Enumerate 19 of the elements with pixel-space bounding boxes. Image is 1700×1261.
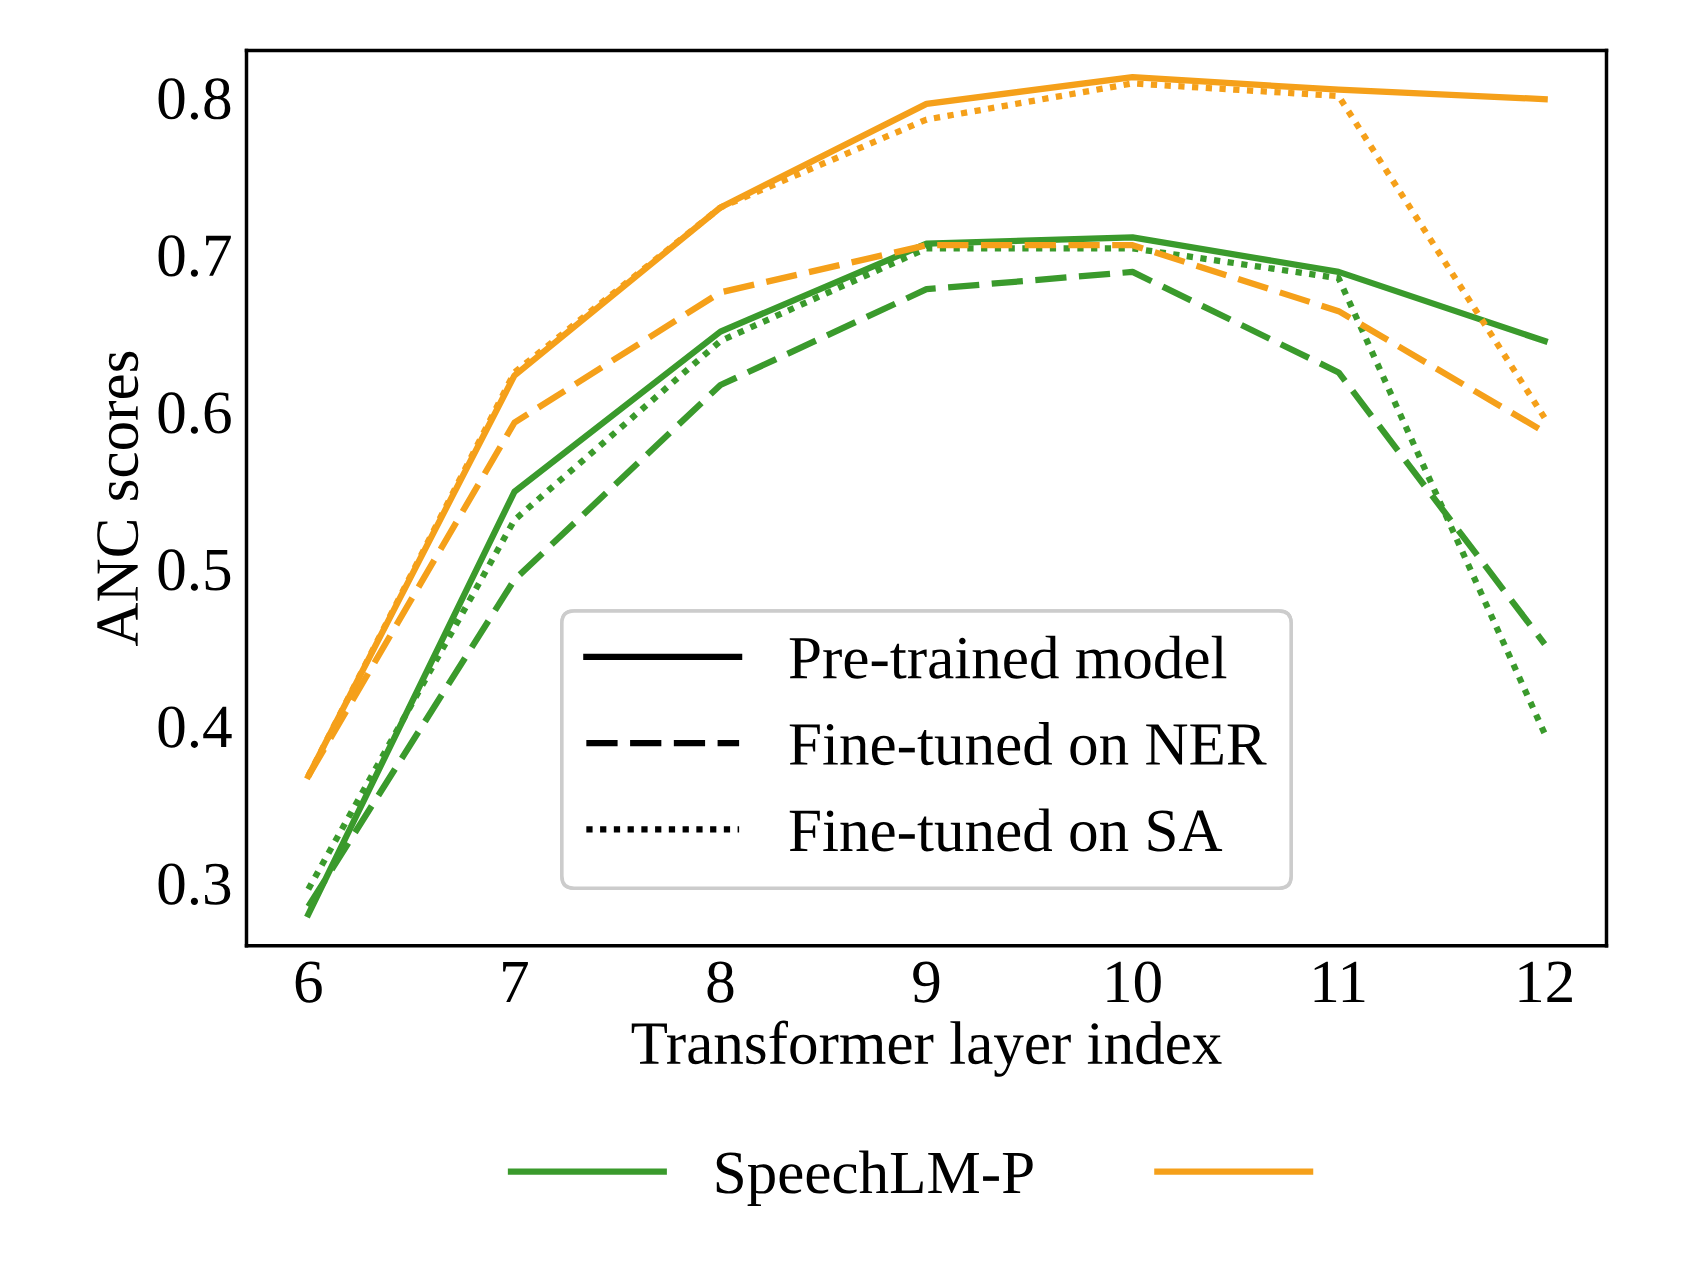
y-tick-label: 0.6 [158, 392, 231, 434]
x-tick-label: 10 [1107, 961, 1161, 1003]
legend-label: SpeechLM-P [716, 1150, 1033, 1206]
x-tick-label: 9 [913, 961, 940, 1003]
annotation: Fine-tuned on SA [789, 808, 1223, 852]
y-axis-title: ANC scores [97, 351, 139, 647]
x-tick-label: 7 [503, 962, 528, 1003]
x-tick-label: 12 [1519, 961, 1572, 1003]
x-tick-label: 11 [1314, 961, 1365, 1003]
y-tick-label: 0.7 [158, 235, 231, 277]
y-tick-label: 0.8 [158, 78, 231, 120]
y-tick-label: 0.4 [158, 706, 232, 748]
x-tick-label: 6 [295, 961, 322, 1003]
y-tick-label: 0.3 [158, 863, 231, 905]
y-tick-label: 0.5 [158, 549, 231, 591]
x-axis-title: Transformer layer index [631, 1020, 1222, 1077]
x-tick-label: 8 [707, 961, 734, 1003]
annotation: Fine-tuned on NER [789, 722, 1267, 766]
annotation: Pre-trained model [789, 635, 1227, 679]
